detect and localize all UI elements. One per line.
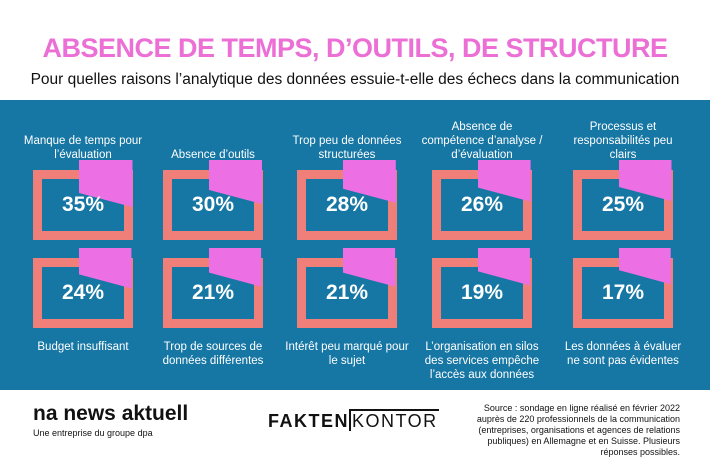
value-label: 30% [191,193,235,216]
value-label: 25% [601,193,645,216]
source-note: Source : sondage en ligne réalisé en fév… [476,403,680,457]
value-label: 28% [325,193,369,216]
value-wedge [343,160,396,203]
value-tile: 30% [163,160,263,240]
value-tile: 17% [573,248,673,328]
category-label-top: Processus et responsabilités peu clairs [561,106,685,162]
value-wedge-shape [478,248,530,286]
value-tile: 26% [432,160,532,240]
value-wedge-shape [478,160,531,202]
value-wedge-shape [619,248,671,285]
category-label-bottom-text: Trop de sources de données différentes [162,341,264,367]
category-label-bottom-text: L’organisation en silos des services emp… [424,341,540,381]
value-tile: 21% [163,248,263,328]
news-aktuell-logo: na news aktuell [33,402,189,425]
value-tile: 28% [297,160,397,240]
category-label-top: Absence d’outils [151,106,275,162]
page-subtitle: Pour quelles raisons l’analytique des do… [30,71,680,88]
category-label-bottom: Les données à évaluer ne sont pas éviden… [561,340,685,388]
value-tile: 21% [297,248,397,328]
value-tile: 25% [573,160,673,240]
value-tile: 24% [33,248,133,328]
value-wedge-shape [343,248,396,287]
category-label-bottom-text: Intérêt peu marqué pour le sujet [285,341,409,367]
category-label-bottom: L’organisation en silos des services emp… [420,340,544,388]
chart-panel: 35% 30% 28% 26% 25% 24% 21% 21% 19% 17% Manque de … [0,100,710,390]
category-label-bottom-text: Budget insuffisant [37,341,129,353]
value-label: 21% [325,281,369,304]
value-label: 24% [61,281,105,304]
value-label: 21% [191,281,235,304]
category-label-top-text: Processus et responsabilités peu clairs [573,121,673,161]
value-wedge [619,160,672,201]
value-wedge [478,160,531,202]
value-label: 35% [61,193,105,216]
faktenkontor-logo: FAKTEN KONTOR [268,409,439,432]
value-wedge [343,248,396,287]
value-wedge [79,160,133,207]
category-label-top: Absence de compétence d’analyse / d’éval… [420,106,544,162]
news-aktuell-tagline: Une entreprise du groupe dpa [33,428,153,438]
value-tile: 19% [432,248,532,328]
value-wedge [209,248,262,287]
value-label: 26% [460,193,504,216]
category-label-top-text: Trop peu de données structurées [292,135,402,161]
value-label: 19% [460,281,504,304]
value-wedge-shape [79,248,132,289]
value-wedge [619,248,671,285]
value-tile: 35% [33,160,133,240]
category-label-top-text: Absence de compétence d’analyse / d’éval… [421,121,543,161]
value-wedge-shape [79,160,133,207]
value-wedge [79,248,132,289]
value-label: 17% [601,281,645,304]
value-wedge-shape [209,160,262,204]
category-label-top: Manque de temps pour l’évaluation [21,106,145,162]
faktenkontor-logo-part-b: KONTOR [349,409,439,431]
category-label-bottom-text: Les données à évaluer ne sont pas éviden… [564,341,682,367]
category-label-bottom: Trop de sources de données différentes [151,340,275,388]
value-wedge-shape [209,248,262,287]
value-wedge [478,248,530,286]
category-label-top: Trop peu de données structurées [285,106,409,162]
category-label-bottom: Intérêt peu marqué pour le sujet [285,340,409,388]
category-label-top-text: Manque de temps pour l’évaluation [23,135,143,161]
category-label-bottom: Budget insuffisant [21,340,145,388]
value-wedge [209,160,262,204]
value-wedge-shape [343,160,396,203]
category-label-top-text: Absence d’outils [171,149,255,161]
value-wedge-shape [619,160,672,201]
page-title: ABSENCE DE TEMPS, D’OUTILS, DE STRUCTURE [42,33,668,63]
faktenkontor-logo-part-a: FAKTEN [268,411,349,431]
